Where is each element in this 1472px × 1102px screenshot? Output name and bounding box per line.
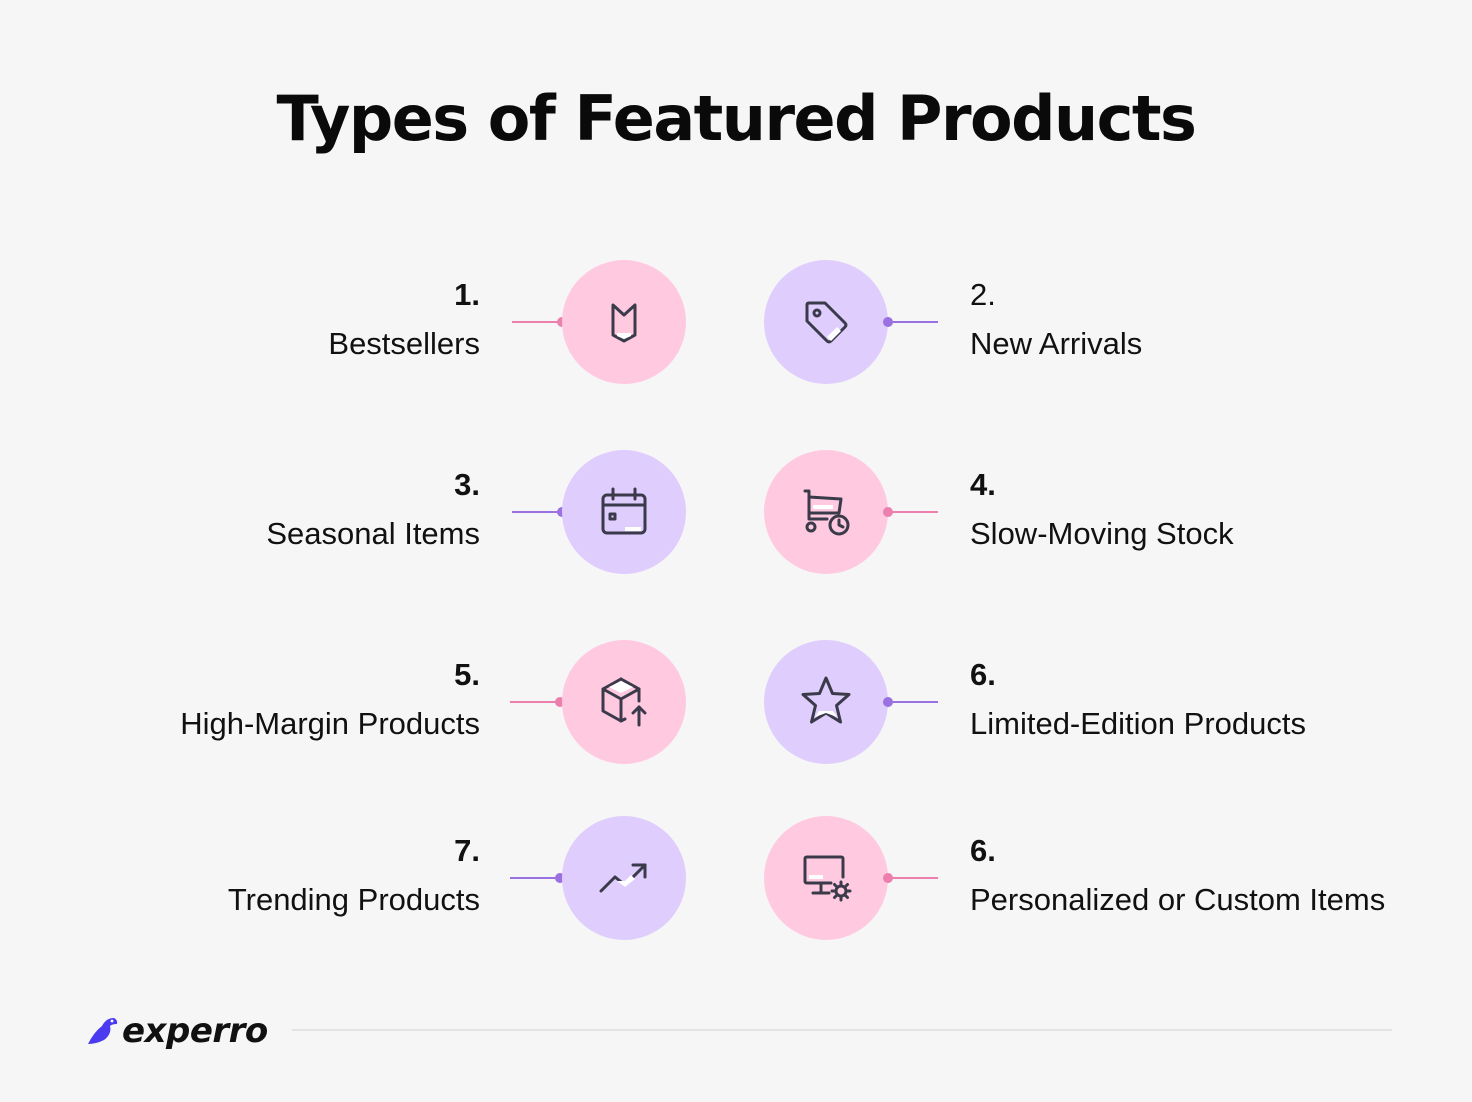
connector-line: [512, 511, 562, 513]
item-label: Trending Products: [227, 882, 480, 917]
page-title: Types of Featured Products: [0, 82, 1472, 155]
title-strong: Types: [276, 82, 470, 155]
item-label: Limited-Edition Products: [970, 706, 1306, 741]
connector-line: [510, 701, 560, 703]
connector-line: [510, 877, 560, 879]
connector-line: [888, 321, 938, 323]
footer-divider: [292, 1029, 1392, 1031]
connector-line: [512, 321, 562, 323]
monitor-gear-icon: [764, 816, 888, 940]
box-arrow-up-icon: [562, 640, 686, 764]
item-number: 2.: [970, 277, 996, 312]
tag-icon: [764, 260, 888, 384]
bird-icon: [88, 1018, 118, 1044]
item-number: 4.: [970, 467, 996, 502]
connector-line: [888, 877, 938, 879]
item-number: 7.: [454, 833, 480, 868]
item-label: Bestsellers: [328, 326, 480, 361]
bookmark-icon: [562, 260, 686, 384]
connector-line: [888, 511, 938, 513]
connector-dot: [555, 697, 565, 707]
item-label: Slow-Moving Stock: [970, 516, 1234, 551]
item-number: 1.: [454, 277, 480, 312]
title-rest: of Featured Products: [467, 82, 1197, 155]
item-number: 3.: [454, 467, 480, 502]
calendar-icon: [562, 450, 686, 574]
item-label: Personalized or Custom Items: [970, 882, 1386, 917]
item-number: 5.: [454, 657, 480, 692]
item-number: 6.: [970, 833, 996, 868]
item-label: New Arrivals: [970, 326, 1143, 361]
item-label: Seasonal Items: [266, 516, 480, 551]
star-icon: [764, 640, 888, 764]
cart-clock-icon: [764, 450, 888, 574]
connector-line: [888, 701, 938, 703]
item-number: 6.: [970, 657, 996, 692]
trending-up-icon: [562, 816, 686, 940]
item-label: High-Margin Products: [180, 706, 480, 741]
connector-dot: [555, 873, 565, 883]
brand-name: experro: [122, 1011, 268, 1051]
brand-logo: experro: [86, 1008, 268, 1054]
